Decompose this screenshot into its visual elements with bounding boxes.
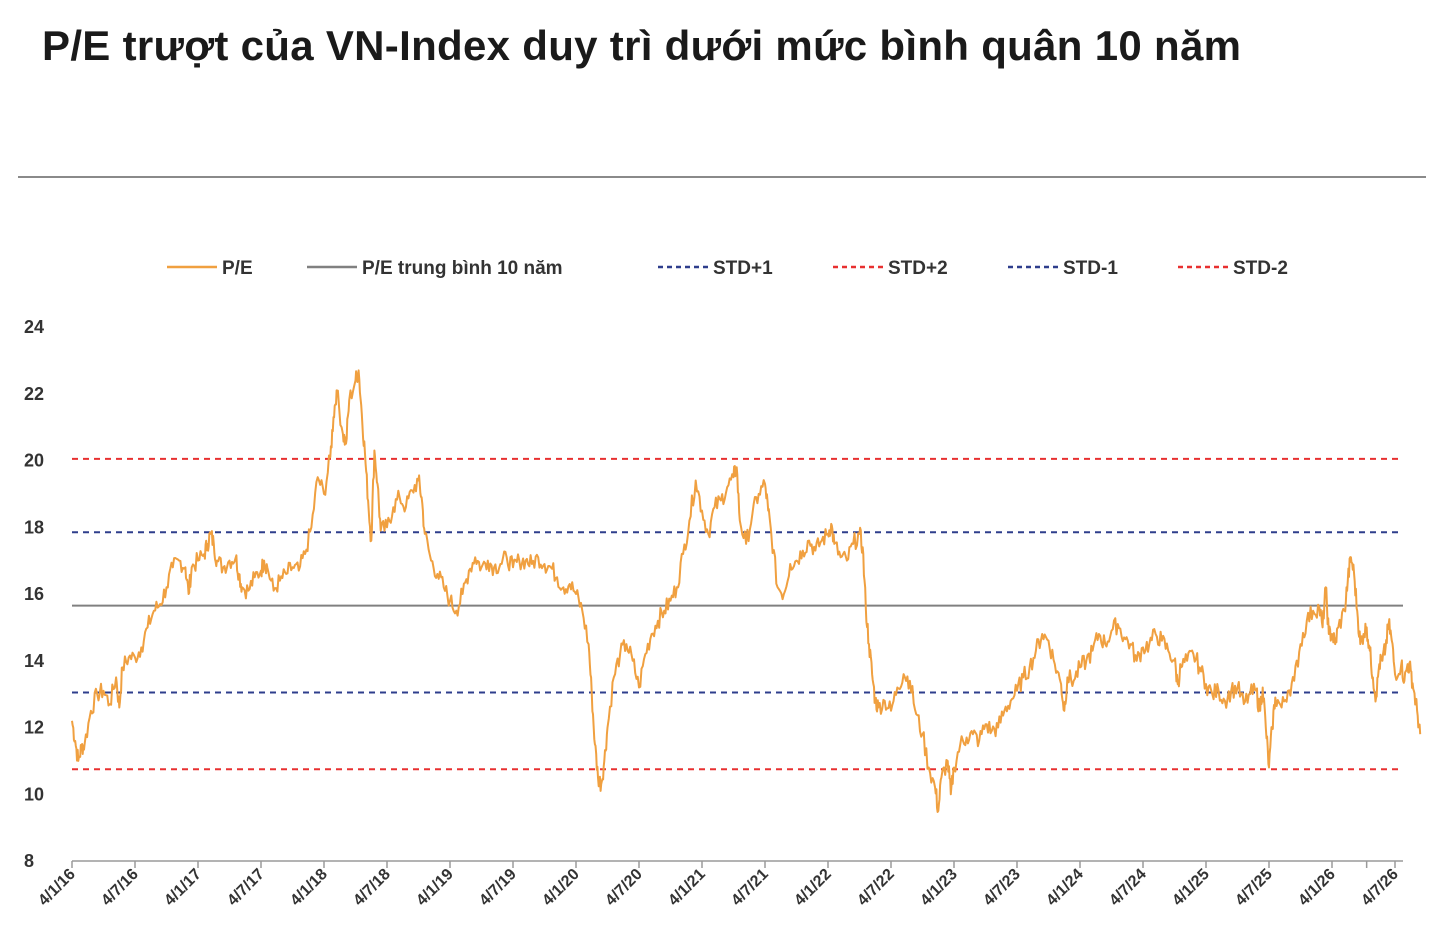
x-tick-label: 4/1/21 [665, 866, 709, 910]
legend-label: P/E [222, 258, 253, 279]
pe-line [71, 369, 1422, 813]
y-tick-label: 24 [24, 317, 44, 337]
y-tick-label: 12 [24, 718, 44, 738]
x-tick-label: 4/7/20 [602, 866, 646, 910]
y-tick-label: 18 [24, 517, 44, 537]
x-tick-label: 4/1/22 [791, 866, 835, 910]
x-tick-label: 4/7/18 [350, 866, 394, 910]
y-tick-label: 10 [24, 784, 44, 804]
x-axis: 4/1/16 4/7/16 4/1/17 4/7/17 4/1/18 4/7/18 4/1/… [35, 860, 1403, 910]
x-tick-label: 4/7/26 [1358, 866, 1402, 910]
reference-lines [72, 457, 1403, 771]
legend-label: STD-2 [1233, 258, 1288, 279]
x-tick-label: 4/1/18 [287, 866, 331, 910]
x-tick-label: 4/7/23 [980, 866, 1024, 910]
x-tick-label: 4/1/17 [161, 866, 205, 910]
legend-label: P/E trung bình 10 năm [362, 258, 563, 279]
legend-label: STD+1 [713, 258, 773, 279]
chart-title: P/E trượt của VN-Index duy trì dưới mức … [42, 22, 1242, 69]
legend-item-std-plus-1: STD+1 [658, 258, 773, 279]
pe-series [71, 369, 1422, 813]
legend-item-std-plus-2: STD+2 [833, 258, 948, 279]
x-tick-label: 4/1/23 [917, 866, 961, 910]
legend-item-std-minus-1: STD-1 [1008, 258, 1118, 279]
x-tick-label: 4/1/19 [413, 866, 457, 910]
legend-item-pe: P/E [167, 258, 253, 279]
legend-item-std-minus-2: STD-2 [1178, 258, 1288, 279]
y-tick-label: 22 [24, 384, 44, 404]
x-tick-label: 4/7/19 [476, 866, 520, 910]
title-divider [18, 176, 1426, 178]
legend-label: STD+2 [888, 258, 948, 279]
y-tick-label: 8 [24, 851, 34, 871]
x-tick-label: 4/7/16 [98, 866, 142, 910]
x-tick-label: 4/7/22 [854, 866, 898, 910]
x-tick-label: 4/7/17 [224, 866, 268, 910]
y-tick-label: 14 [24, 651, 44, 671]
x-tick-label: 4/1/20 [539, 866, 583, 910]
x-tick-label: 4/1/25 [1169, 866, 1213, 910]
legend-label: STD-1 [1063, 258, 1118, 279]
x-tick-label: 4/1/26 [1295, 866, 1339, 910]
x-tick-label: 4/7/25 [1232, 866, 1276, 910]
legend: P/E P/E trung bình 10 năm STD+1 STD+2 STD-1 S… [167, 258, 1288, 279]
x-tick-label: 4/1/24 [1043, 866, 1087, 910]
legend-item-mean: P/E trung bình 10 năm [307, 258, 563, 279]
x-tick-label: 4/7/24 [1106, 866, 1150, 910]
x-tick-label: 4/7/21 [728, 866, 772, 910]
x-tick-label: 4/1/16 [35, 866, 79, 910]
y-tick-label: 16 [24, 584, 44, 604]
y-tick-label: 20 [24, 451, 44, 471]
y-axis: 8 10 12 14 16 18 20 22 24 [24, 317, 44, 871]
